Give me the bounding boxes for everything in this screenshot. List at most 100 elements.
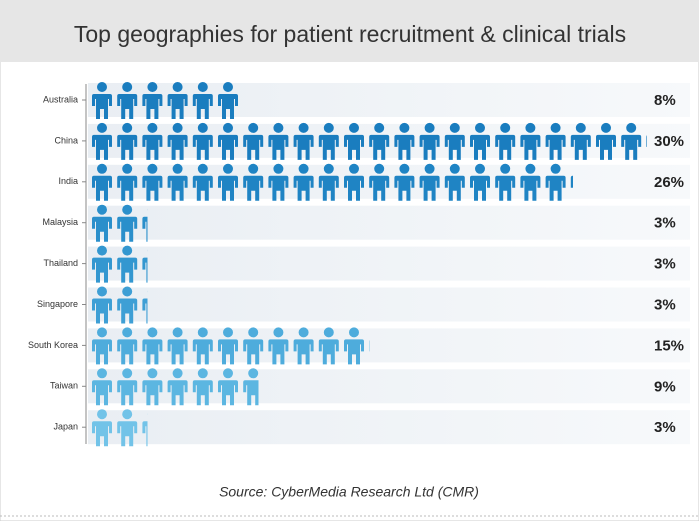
person-icon [344, 327, 364, 365]
icon-bar [92, 327, 370, 365]
person-icon [142, 368, 163, 406]
person-icon [218, 327, 238, 365]
category-label: Malaysia [42, 217, 78, 227]
category-label: China [54, 135, 78, 145]
person-icon [167, 163, 188, 201]
icon-bar [92, 245, 148, 283]
person-icon [646, 135, 647, 147]
value-label: 3% [654, 256, 676, 273]
person-icon [596, 122, 616, 160]
person-icon [570, 175, 573, 188]
person-icon [117, 82, 138, 119]
person-icon [444, 122, 465, 160]
person-icon [520, 163, 541, 201]
person-icon [192, 368, 213, 406]
person-icon [92, 204, 112, 242]
person-icon [218, 122, 238, 160]
person-icon [318, 122, 339, 160]
row-stripe [88, 205, 690, 240]
person-icon [167, 368, 188, 406]
row-stripe [88, 287, 690, 322]
person-icon [621, 122, 642, 160]
person-icon [545, 163, 566, 201]
person-icon [117, 204, 138, 242]
category-label: India [58, 176, 78, 186]
person-icon [243, 368, 259, 406]
person-icon [117, 286, 138, 324]
chart-title: Top geographies for patient recruitment … [74, 21, 626, 47]
person-icon [218, 82, 238, 119]
value-label: 9% [654, 378, 676, 395]
person-icon [192, 327, 213, 365]
person-icon [167, 122, 188, 160]
person-icon [167, 327, 188, 365]
person-icon [243, 163, 264, 201]
person-icon [369, 163, 390, 201]
person-icon [369, 122, 390, 160]
row-stripe [88, 83, 690, 117]
person-icon [470, 163, 490, 201]
category-label: Taiwan [50, 381, 78, 391]
person-icon [117, 122, 138, 160]
person-icon [419, 163, 440, 201]
person-icon [92, 409, 112, 447]
person-icon [192, 82, 213, 119]
person-icon [142, 413, 148, 447]
row-stripe [88, 410, 690, 445]
row-stripe [88, 369, 690, 404]
person-icon [444, 163, 465, 201]
person-icon [243, 122, 264, 160]
person-icon [268, 122, 289, 160]
person-icon [545, 122, 566, 160]
person-icon [218, 163, 238, 201]
person-icon [142, 290, 148, 324]
person-icon [293, 122, 314, 160]
category-label: Singapore [37, 299, 78, 309]
title-band [0, 0, 699, 62]
value-label: 26% [654, 174, 684, 191]
person-icon [570, 122, 591, 160]
person-icon [92, 286, 112, 324]
icon-bar [92, 286, 148, 324]
person-icon [344, 163, 364, 201]
row-stripe [88, 328, 690, 363]
icon-bar [92, 368, 259, 406]
person-icon [92, 163, 112, 201]
value-label: 3% [654, 419, 676, 436]
person-icon [394, 122, 415, 160]
person-icon [92, 245, 112, 283]
person-icon [243, 327, 264, 365]
person-icon [268, 327, 289, 365]
category-label: Australia [43, 94, 78, 104]
person-icon [192, 163, 213, 201]
category-label: South Korea [28, 340, 78, 350]
icon-bar [92, 82, 238, 119]
icon-bar [92, 163, 573, 201]
category-label: Thailand [43, 258, 78, 268]
value-label: 3% [654, 215, 676, 232]
person-icon [117, 163, 138, 201]
person-icon [142, 163, 163, 201]
person-icon [117, 327, 138, 365]
person-icon [117, 368, 138, 406]
person-icon [293, 327, 314, 365]
person-icon [268, 163, 289, 201]
value-label: 30% [654, 133, 684, 150]
person-icon [394, 163, 415, 201]
person-icon [369, 340, 370, 352]
person-icon [192, 122, 213, 160]
value-label: 3% [654, 296, 676, 313]
person-icon [419, 122, 440, 160]
person-icon [293, 163, 314, 201]
person-icon [117, 245, 138, 283]
person-icon [92, 327, 112, 365]
person-icon [142, 249, 148, 283]
person-icon [344, 122, 364, 160]
person-icon [520, 122, 541, 160]
value-label: 15% [654, 337, 684, 354]
icon-bar [92, 122, 647, 160]
person-icon [142, 208, 148, 242]
person-icon [470, 122, 490, 160]
person-icon [117, 409, 138, 447]
person-icon [167, 82, 188, 119]
